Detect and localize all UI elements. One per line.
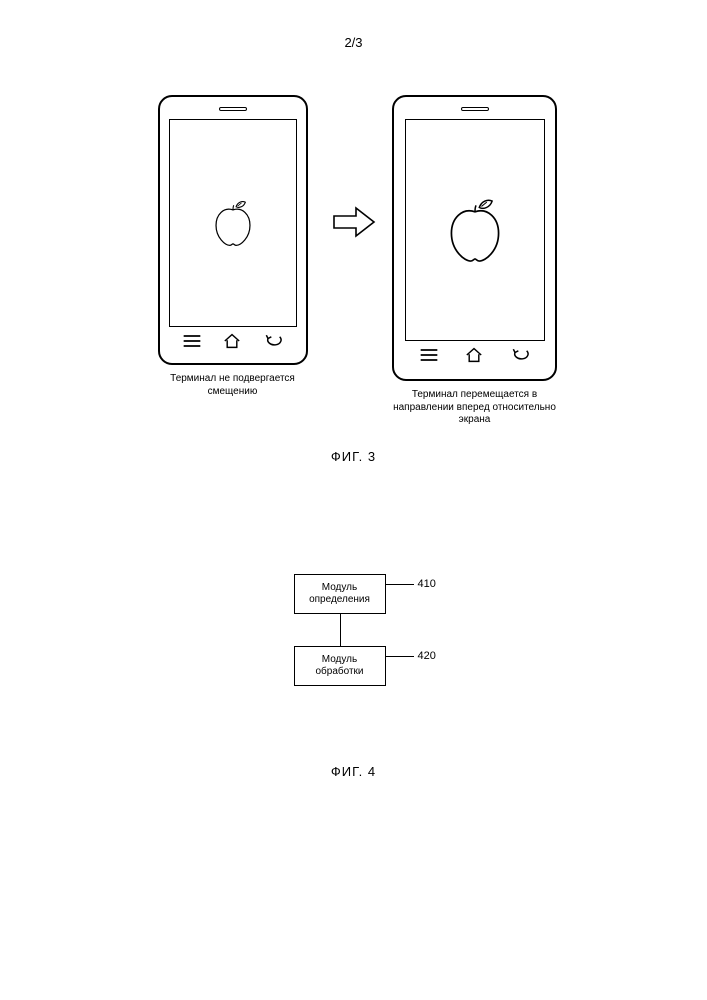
apple-icon: [442, 193, 507, 268]
ref-leader-2: [386, 656, 414, 657]
phone-left-column: Терминал не подвергается смещению: [148, 95, 318, 398]
home-icon[interactable]: [222, 333, 242, 349]
phone-right: [392, 95, 557, 381]
block-processing-module: Модуль обработки: [294, 646, 386, 686]
ref-num-420: 420: [418, 650, 436, 662]
block2-text: Модуль обработки: [299, 654, 381, 678]
phone-right-column: Терминал перемещается в направлении впер…: [390, 95, 560, 427]
menu-icon[interactable]: [419, 347, 439, 363]
back-icon[interactable]: [263, 333, 283, 349]
phone-right-screen: [405, 119, 545, 341]
left-caption: Терминал не подвергается смещению: [148, 373, 318, 398]
arrow-between: [332, 205, 376, 244]
fig4-label: ФИГ. 4: [331, 764, 376, 779]
block-diagram: Модуль определения Модуль обработки 410 …: [244, 574, 464, 724]
connector-line: [340, 614, 341, 646]
ref-leader-1: [386, 584, 414, 585]
right-caption: Терминал перемещается в направлении впер…: [390, 389, 560, 427]
arrow-right-icon: [332, 205, 376, 239]
menu-icon[interactable]: [182, 333, 202, 349]
home-icon[interactable]: [464, 347, 484, 363]
back-icon[interactable]: [510, 347, 530, 363]
ref-num-410: 410: [418, 578, 436, 590]
nav-row: [160, 327, 306, 355]
speaker-slot: [461, 107, 489, 111]
speaker-slot: [219, 107, 247, 111]
figure-3: Терминал не подвергается смещению: [0, 95, 707, 427]
phone-left: [158, 95, 308, 365]
apple-icon: [209, 196, 256, 250]
page: 2/3: [0, 0, 707, 1000]
page-number: 2/3: [0, 35, 707, 50]
nav-row: [394, 341, 555, 369]
block-determination-module: Модуль определения: [294, 574, 386, 614]
phone-left-screen: [169, 119, 297, 327]
block1-text: Модуль определения: [299, 582, 381, 606]
fig3-label: ФИГ. 3: [0, 449, 707, 464]
figure-4: Модуль определения Модуль обработки 410 …: [0, 574, 707, 779]
